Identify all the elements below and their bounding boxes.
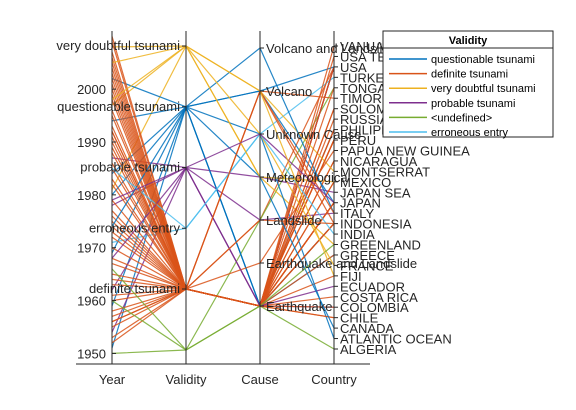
record-line-60 bbox=[111, 36, 335, 319]
record-line-58 bbox=[111, 45, 335, 266]
country-tick-label-montserrat: MONTSERRAT bbox=[340, 164, 430, 179]
legend-label-definite-tsunami: definite tsunami bbox=[431, 69, 508, 81]
legend-box bbox=[382, 30, 554, 138]
country-tick-label-usa: USA bbox=[340, 60, 367, 75]
country-tick-label-fiji: FIJI bbox=[340, 269, 362, 284]
legend-label-undefined: <undefined> bbox=[431, 112, 492, 124]
country-tick-label-ecuador: ECUADOR bbox=[340, 279, 405, 294]
record-line-67 bbox=[111, 45, 335, 183]
legend-title: Validity bbox=[449, 35, 488, 47]
year-tick-label-1990: 1990 bbox=[77, 135, 106, 150]
record-line-70 bbox=[111, 45, 335, 277]
country-tick-label-turkey: TURKEY bbox=[340, 70, 393, 85]
record-line-63 bbox=[111, 105, 335, 329]
record-line-62 bbox=[111, 166, 335, 307]
cause-tick-label-volcano: Volcano bbox=[266, 84, 312, 99]
country-tick-label-india: INDIA bbox=[340, 227, 375, 242]
record-line-16 bbox=[111, 87, 335, 352]
validity-tick-label-very-doubtful-tsunami: very doubtful tsunami bbox=[56, 38, 180, 53]
record-line-52 bbox=[111, 47, 335, 214]
country-tick-label-algeria: ALGERIA bbox=[340, 342, 397, 357]
country-tick-label-tonga: TONGA bbox=[340, 81, 386, 96]
cause-tick-label-volcano-and-landslide: Volcano and Landslide bbox=[266, 41, 397, 56]
country-tick-label-canada: CANADA bbox=[340, 321, 395, 336]
country-tick-label-colombia: COLOMBIA bbox=[340, 300, 409, 315]
axis-name-country: Country bbox=[311, 372, 357, 387]
country-tick-label-greece: GREECE bbox=[340, 248, 395, 263]
country-tick-label-japan: JAPAN bbox=[340, 196, 381, 211]
cause-tick-label-earthquake: Earthquake bbox=[266, 299, 333, 314]
record-line-30 bbox=[111, 66, 335, 196]
axis-name-cause: Cause bbox=[241, 372, 279, 387]
record-line-65 bbox=[111, 131, 335, 291]
country-tick-label-peru: PERU bbox=[340, 133, 376, 148]
axis-name-year: Year bbox=[99, 372, 126, 387]
cause-tick-label-meteorological: Meteorological bbox=[266, 170, 351, 185]
year-tick-label-1960: 1960 bbox=[77, 294, 106, 309]
validity-tick-label-erroneous-entry: erroneous entry bbox=[89, 220, 181, 235]
country-tick-label-nicaragua: NICARAGUA bbox=[340, 154, 418, 169]
legend-label-probable-tsunami: probable tsunami bbox=[431, 98, 515, 110]
country-tick-label-mexico: MEXICO bbox=[340, 175, 391, 190]
country-tick-label-costa-rica: COSTA RICA bbox=[340, 290, 418, 305]
legend-label-very-doubtful-tsunami: very doubtful tsunami bbox=[431, 83, 536, 95]
legend-label-questionable-tsunami: questionable tsunami bbox=[431, 54, 535, 66]
validity-tick-label-questionable-tsunami: questionable tsunami bbox=[57, 99, 180, 114]
validity-tick-label-definite-tsunami: definite tsunami bbox=[89, 281, 180, 296]
data-lines bbox=[111, 36, 335, 354]
cause-tick-label-landslide: Landslide bbox=[266, 213, 322, 228]
legend-label-erroneous-entry: erroneous entry bbox=[431, 127, 509, 139]
year-tick-label-2000: 2000 bbox=[77, 82, 106, 97]
year-tick-label-1970: 1970 bbox=[77, 241, 106, 256]
legend: Validity questionable tsunami definite tsu… bbox=[382, 30, 554, 139]
record-line-34 bbox=[111, 106, 335, 339]
country-tick-label-atlantic-ocean: ATLANTIC OCEAN bbox=[340, 332, 452, 347]
country-tick-label-timor: TIMOR bbox=[340, 91, 382, 106]
country-tick-label-russia: RUSSIA bbox=[340, 112, 389, 127]
country-tick-label-indonesia: INDONESIA bbox=[340, 217, 412, 232]
country-tick-label-papua-new-guinea: PAPUA NEW GUINEA bbox=[340, 143, 470, 158]
year-tick-label-1980: 1980 bbox=[77, 188, 106, 203]
axes: Year Validity Cause Country 1950 1960 1970 1980… bbox=[56, 31, 470, 387]
country-tick-label-france: FRANCE bbox=[340, 258, 394, 273]
year-tick-label-1950: 1950 bbox=[77, 346, 106, 361]
country-tick-label-italy: ITALY bbox=[340, 206, 375, 221]
record-line-68 bbox=[111, 244, 335, 351]
validity-tick-label-probable-tsunami: probable tsunami bbox=[80, 160, 180, 175]
country-tick-label-chile: CHILE bbox=[340, 311, 379, 326]
country-tick-label-japan-sea: JAPAN SEA bbox=[340, 185, 411, 200]
cause-tick-label-earthquake-and-landslide: Earthquake and Landslide bbox=[266, 256, 417, 271]
record-line-69 bbox=[111, 133, 335, 204]
country-tick-label-greenland: GREENLAND bbox=[340, 238, 421, 253]
axis-name-validity: Validity bbox=[166, 372, 207, 387]
cause-tick-label-unknown-cause: Unknown Cause bbox=[266, 127, 361, 142]
